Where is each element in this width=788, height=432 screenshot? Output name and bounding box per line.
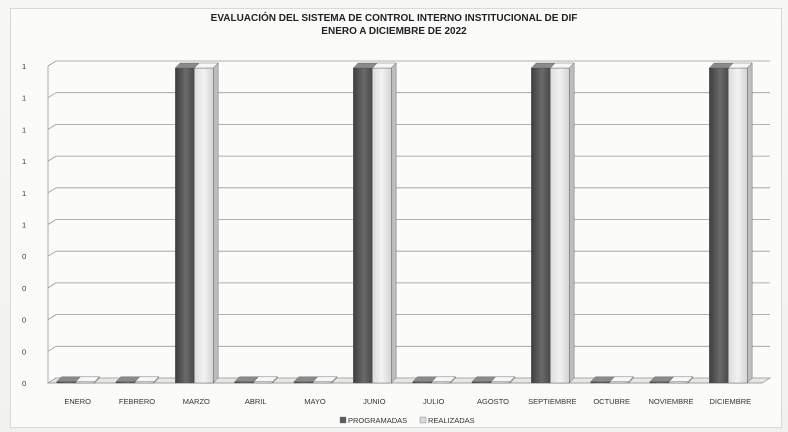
gridline-side xyxy=(47,219,57,225)
y-tick-label: 0 xyxy=(22,316,26,325)
gridline-side xyxy=(47,314,57,320)
gridline-side xyxy=(47,250,57,257)
bar-side xyxy=(153,376,160,384)
legend-swatch xyxy=(419,416,427,424)
bar-face xyxy=(194,67,214,384)
bar-face xyxy=(175,67,195,384)
bar-face xyxy=(353,67,373,384)
chart-title: EVALUACIÓN DEL SISTEMA DE CONTROL INTERN… xyxy=(210,13,578,24)
y-tick-label: 0 xyxy=(22,347,26,356)
bar xyxy=(75,376,100,384)
gridline-side xyxy=(47,345,57,352)
gridline-side xyxy=(47,282,57,289)
legend-label: REALIZADAS xyxy=(428,416,475,425)
bar-side xyxy=(331,376,337,384)
bar xyxy=(134,376,160,384)
y-tick-label: 0 xyxy=(22,252,26,261)
legend-label: PROGRAMADAS xyxy=(348,416,407,425)
bar-side xyxy=(569,62,575,384)
bar xyxy=(549,62,575,384)
y-tick-label: 1 xyxy=(22,94,26,103)
x-tick-label: JUNIO xyxy=(363,397,386,406)
x-tick-label: MARZO xyxy=(183,397,210,406)
bar xyxy=(490,376,516,384)
x-tick-label: AGOSTO xyxy=(477,397,509,406)
x-tick-label: OCTUBRE xyxy=(593,397,630,406)
gridline-side xyxy=(47,60,57,67)
gridline-side xyxy=(47,155,57,162)
legend-swatch xyxy=(339,416,347,424)
bar-side xyxy=(687,376,693,384)
bar xyxy=(727,62,753,384)
bar-face xyxy=(550,67,570,384)
y-tick-label: 1 xyxy=(22,157,26,166)
bar-side xyxy=(391,62,397,384)
x-tick-label: JULIO xyxy=(423,397,444,406)
bar xyxy=(609,376,634,384)
bar-face xyxy=(728,67,748,384)
x-tick-label: DICIEMBRE xyxy=(709,397,751,406)
gridline-side xyxy=(47,187,57,194)
bar-side xyxy=(628,376,634,384)
bar-face xyxy=(709,67,729,384)
y-tick-label: 1 xyxy=(22,189,26,198)
bar-side xyxy=(213,62,219,384)
bar xyxy=(371,62,397,384)
bar-side xyxy=(272,376,278,384)
bar-side xyxy=(509,376,515,384)
y-tick-label: 1 xyxy=(22,125,26,134)
gridline-side xyxy=(47,92,57,99)
bar xyxy=(312,376,338,384)
x-tick-label: FEBRERO xyxy=(119,397,155,406)
y-tick-label: 1 xyxy=(22,62,26,71)
x-tick-label: ABRIL xyxy=(245,397,267,406)
bar-side xyxy=(450,376,456,384)
gridline-side xyxy=(47,124,57,130)
bar-face xyxy=(531,67,551,384)
bar-face xyxy=(372,67,392,384)
bar xyxy=(193,62,219,384)
bar xyxy=(668,376,694,384)
chart-subtitle: ENERO A DICIEMBRE DE 2022 xyxy=(321,26,467,37)
bar xyxy=(431,376,456,384)
bar-side xyxy=(94,376,100,384)
x-tick-label: SEPTIEMBRE xyxy=(528,397,576,406)
x-tick-label: ENERO xyxy=(64,397,91,406)
y-tick-label: 0 xyxy=(22,379,26,388)
bar-side xyxy=(747,62,753,384)
bar xyxy=(253,376,278,384)
x-tick-label: NOVIEMBRE xyxy=(648,397,693,406)
y-tick-label: 0 xyxy=(22,284,26,293)
y-tick-label: 1 xyxy=(22,221,26,230)
chart-title-block: EVALUACIÓN DEL SISTEMA DE CONTROL INTERN… xyxy=(0,12,788,38)
x-tick-label: MAYO xyxy=(304,397,326,406)
